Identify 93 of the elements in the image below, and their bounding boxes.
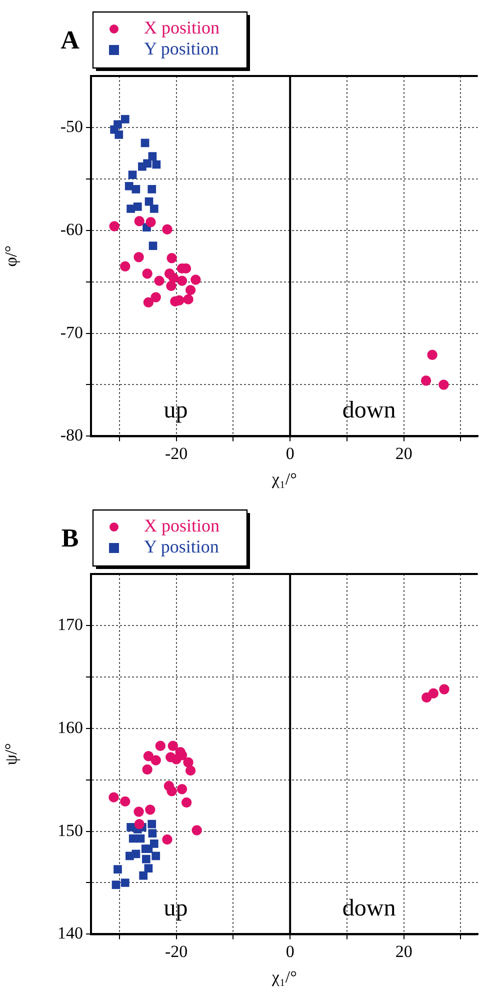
- y-tick-label: -60: [60, 220, 83, 239]
- point: [120, 878, 130, 887]
- y-axis-title: φ/°: [2, 245, 21, 267]
- point: [427, 350, 438, 360]
- legend-label: Y position: [144, 536, 219, 557]
- point: [112, 880, 120, 889]
- point: [139, 871, 148, 880]
- point: [114, 130, 124, 139]
- point: [150, 204, 158, 213]
- point: [152, 852, 160, 860]
- point: [109, 221, 120, 232]
- x-tick-label: 20: [395, 942, 412, 961]
- point: [185, 284, 196, 296]
- point: [142, 764, 152, 775]
- point: [132, 185, 140, 194]
- point: [428, 688, 439, 698]
- point: [126, 204, 135, 213]
- point: [124, 182, 134, 190]
- y-axis-title: ψ/°: [2, 743, 21, 766]
- point: [114, 865, 122, 874]
- point: [114, 120, 122, 129]
- point: [154, 276, 164, 286]
- legend-label: Y position: [144, 38, 219, 59]
- point: [162, 224, 172, 234]
- annotation: up: [164, 397, 188, 424]
- point: [439, 684, 450, 694]
- x-tick-label: -20: [164, 444, 188, 463]
- chart-title: A: [60, 26, 80, 55]
- point: [438, 380, 449, 390]
- point: [145, 804, 156, 815]
- point: [162, 834, 172, 845]
- point: [134, 806, 144, 817]
- point: [148, 185, 156, 194]
- y-tick-label: -50: [60, 116, 83, 136]
- point: [120, 261, 130, 272]
- x-tick-label: 0: [286, 942, 294, 961]
- point: [166, 786, 177, 796]
- x-tick-label: 20: [395, 444, 412, 463]
- point: [140, 138, 150, 148]
- point: [148, 152, 157, 160]
- x-tick-label: -20: [164, 942, 188, 961]
- point: [120, 115, 130, 124]
- point: [142, 854, 150, 864]
- point: [148, 820, 156, 828]
- point: [136, 834, 145, 843]
- point: [133, 202, 142, 211]
- point: [143, 297, 154, 308]
- point: [128, 170, 137, 179]
- point: [176, 276, 188, 286]
- legend-label: X position: [144, 516, 220, 536]
- point: [134, 252, 144, 262]
- point: [150, 292, 161, 302]
- point: [181, 797, 192, 808]
- point: [166, 253, 177, 264]
- y-tick-label: 160: [58, 718, 83, 737]
- point: [143, 751, 154, 762]
- y-tick-label: -80: [60, 426, 83, 445]
- y-tick-label: 140: [58, 924, 83, 943]
- x-axis-title: χ₁/°: [270, 469, 297, 488]
- point: [190, 274, 201, 285]
- point: [144, 844, 153, 853]
- annotation: down: [342, 895, 396, 922]
- point: [420, 376, 432, 386]
- point: [134, 818, 144, 830]
- legend-label: X position: [144, 18, 220, 38]
- point: [134, 216, 144, 226]
- point: [143, 159, 152, 168]
- point: [120, 796, 130, 807]
- annotation: up: [164, 895, 188, 922]
- point: [146, 217, 156, 228]
- point: [155, 740, 166, 751]
- point: [150, 755, 161, 766]
- point: [192, 825, 202, 836]
- y-tick-label: 170: [58, 614, 83, 634]
- point: [183, 757, 194, 768]
- point: [144, 864, 153, 873]
- annotation: down: [342, 397, 396, 424]
- x-tick-label: 0: [286, 444, 294, 463]
- point: [176, 784, 188, 794]
- point: [148, 829, 157, 838]
- point: [168, 740, 178, 751]
- y-tick-label: -70: [60, 322, 83, 342]
- point: [132, 850, 140, 858]
- point: [152, 160, 161, 169]
- point: [185, 765, 196, 776]
- point: [148, 242, 158, 250]
- point: [108, 792, 119, 802]
- point: [166, 280, 176, 292]
- x-axis-title: χ₁/°: [270, 967, 297, 986]
- chart-title: B: [61, 524, 79, 553]
- point: [142, 268, 152, 279]
- y-tick-label: 150: [58, 820, 83, 840]
- point: [183, 294, 194, 304]
